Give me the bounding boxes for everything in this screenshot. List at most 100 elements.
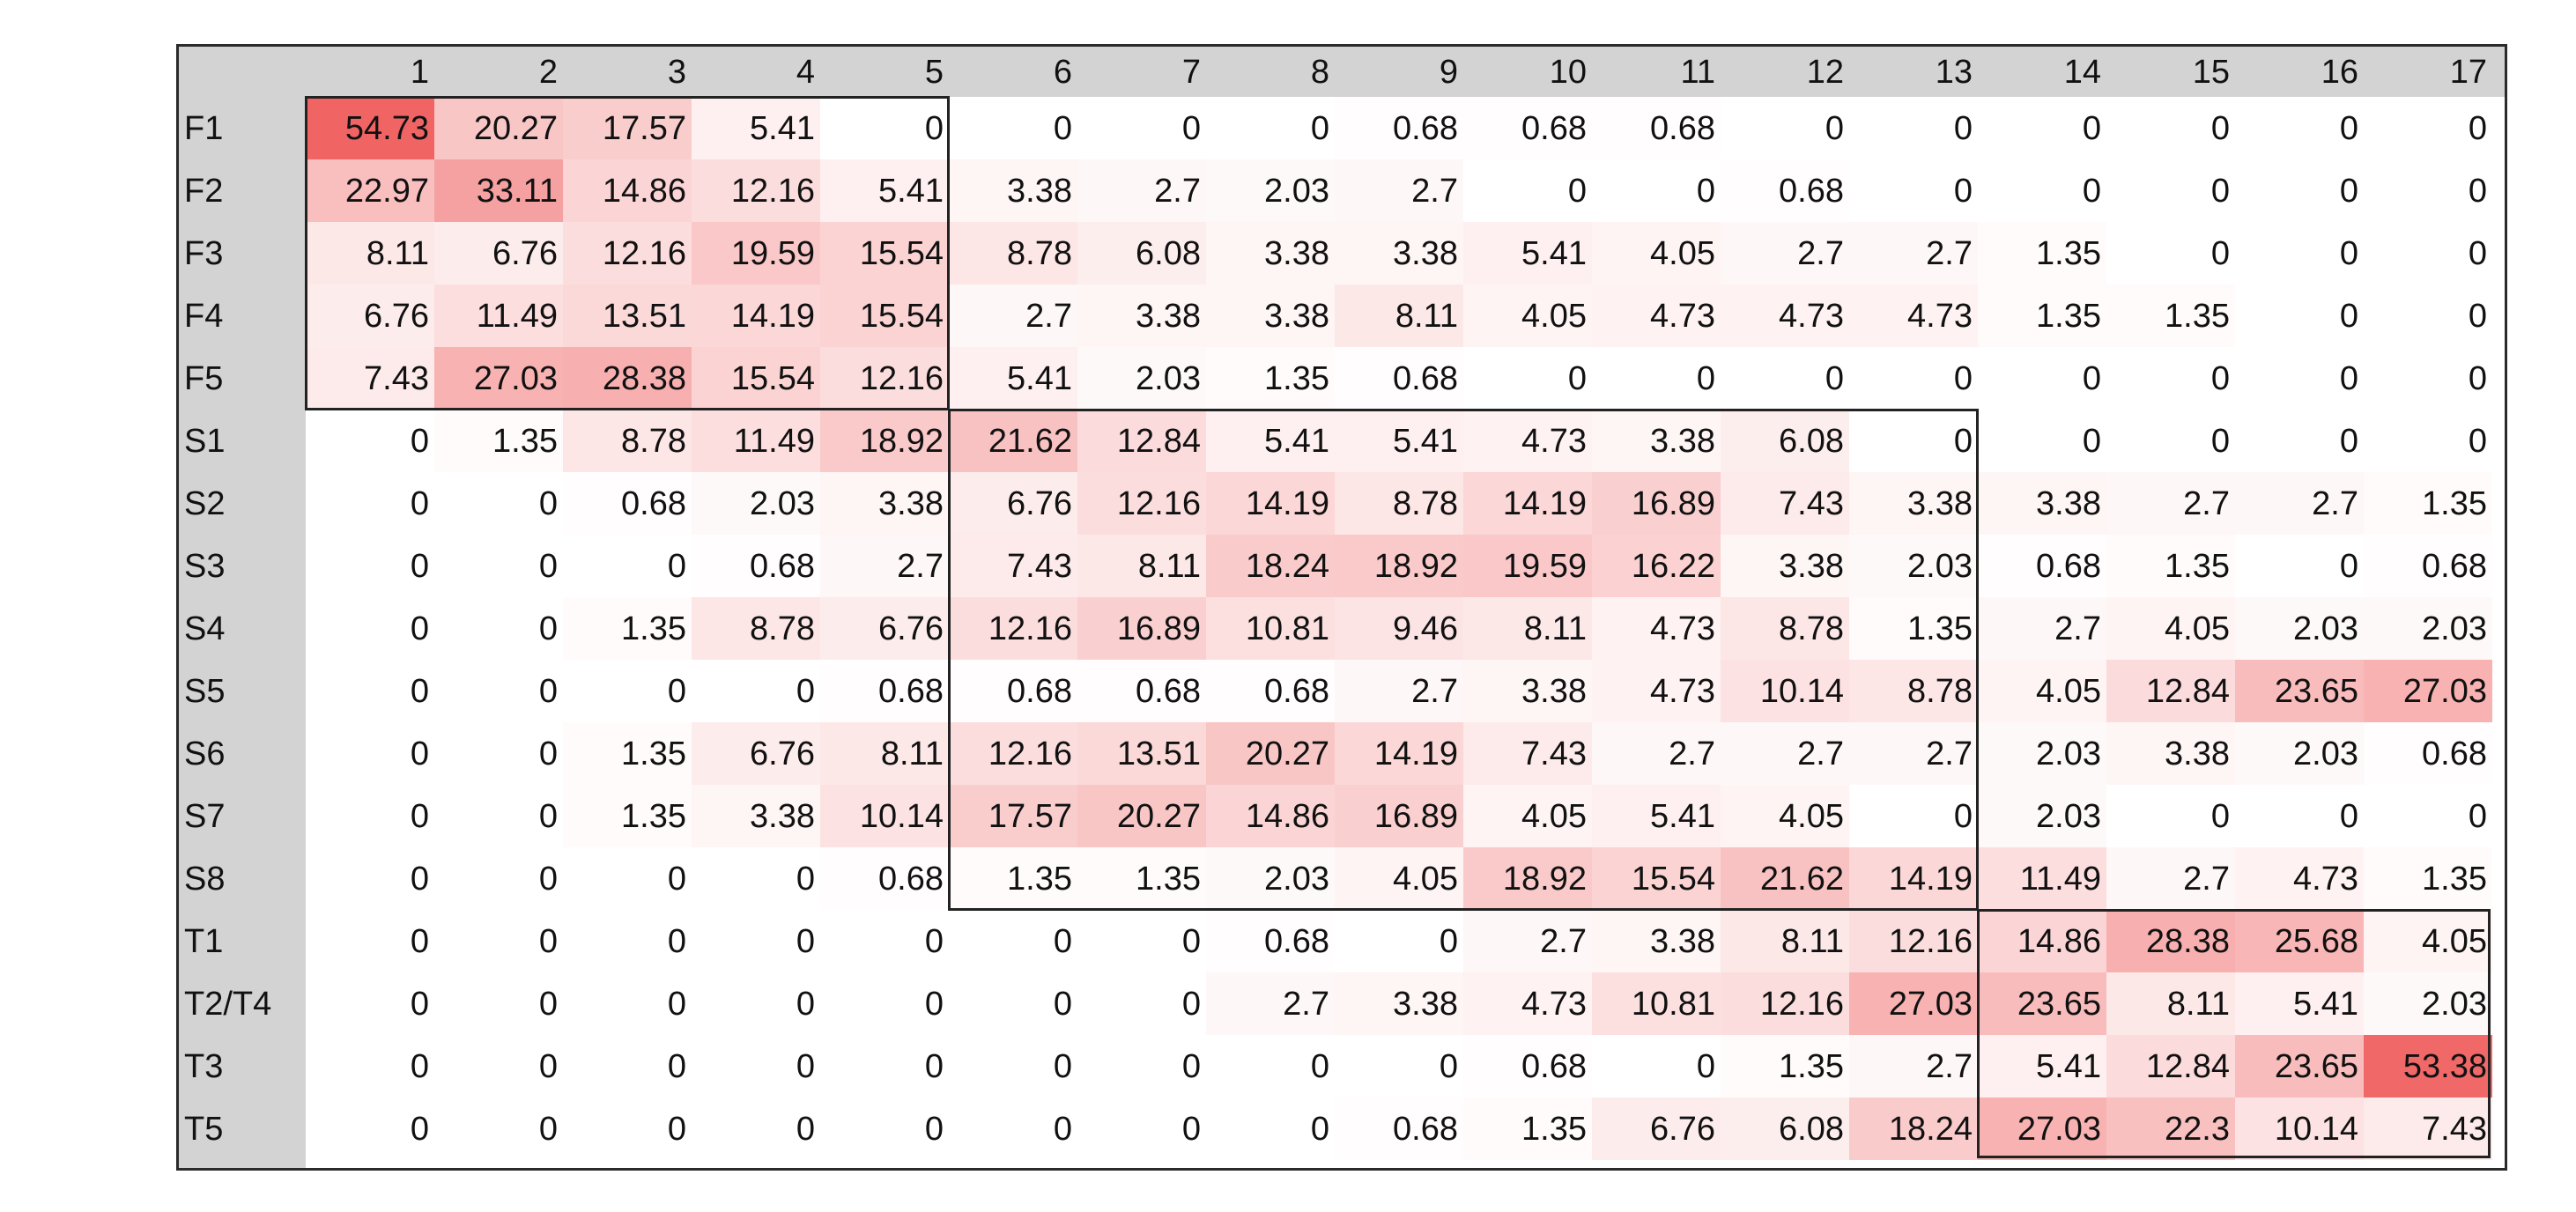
row-label-s8: S8 xyxy=(184,860,226,898)
cell-s2-7: 12.16 xyxy=(1077,472,1206,535)
cell-s4-8: 10.81 xyxy=(1206,597,1335,660)
cell-f1-4: 5.41 xyxy=(692,97,820,159)
cell-f4-2: 11.49 xyxy=(434,285,563,347)
cell-s5-4: 0 xyxy=(692,660,820,722)
column-label-12: 12 xyxy=(1806,53,1844,91)
row-label-s7: S7 xyxy=(184,797,226,835)
cell-s8-6: 1.35 xyxy=(949,847,1077,910)
cell-t5-6: 0 xyxy=(949,1097,1077,1160)
cell-s8-17: 1.35 xyxy=(2364,847,2492,910)
cell-f1-2: 20.27 xyxy=(434,97,563,159)
column-label-8: 8 xyxy=(1310,53,1329,91)
cell-t2-t4-11: 10.81 xyxy=(1592,972,1721,1035)
cell-f4-1: 6.76 xyxy=(306,285,434,347)
cell-f5-4: 15.54 xyxy=(692,347,820,410)
cell-f2-11: 0 xyxy=(1592,159,1721,222)
cell-t2-t4-15: 8.11 xyxy=(2106,972,2235,1035)
cell-f1-5: 0 xyxy=(820,97,949,159)
cell-s6-14: 2.03 xyxy=(1978,722,2106,785)
cell-s8-16: 4.73 xyxy=(2235,847,2364,910)
column-label-5: 5 xyxy=(924,53,944,91)
cell-s7-3: 1.35 xyxy=(563,785,692,847)
row-label-f3: F3 xyxy=(184,234,224,272)
cell-f2-12: 0.68 xyxy=(1721,159,1849,222)
cell-t3-1: 0 xyxy=(306,1035,434,1097)
cell-s8-10: 18.92 xyxy=(1463,847,1592,910)
cell-t1-9: 0 xyxy=(1335,910,1463,972)
cell-s1-1: 0 xyxy=(306,410,434,472)
cell-s6-12: 2.7 xyxy=(1721,722,1849,785)
cell-f5-6: 5.41 xyxy=(949,347,1077,410)
cell-t5-13: 18.24 xyxy=(1849,1097,1978,1160)
cell-s3-8: 18.24 xyxy=(1206,535,1335,597)
cell-t2-t4-14: 23.65 xyxy=(1978,972,2106,1035)
cell-t2-t4-7: 0 xyxy=(1077,972,1206,1035)
row-label-s1: S1 xyxy=(184,422,226,460)
cell-f3-9: 3.38 xyxy=(1335,222,1463,285)
cell-f3-1: 8.11 xyxy=(306,222,434,285)
heatmap-table: 1 2 3 4 5 6 7 8 9 10 11 12 13 14 15 16 17 F1 F2 F3 F4 F5 S1 S2 S… xyxy=(176,44,2507,1171)
cell-s1-9: 5.41 xyxy=(1335,410,1463,472)
cell-f3-6: 8.78 xyxy=(949,222,1077,285)
cell-f1-11: 0.68 xyxy=(1592,97,1721,159)
cell-t2-t4-5: 0 xyxy=(820,972,949,1035)
cell-s8-15: 2.7 xyxy=(2106,847,2235,910)
cell-s3-6: 7.43 xyxy=(949,535,1077,597)
cell-s5-10: 3.38 xyxy=(1463,660,1592,722)
column-label-10: 10 xyxy=(1549,53,1587,91)
cell-s2-5: 3.38 xyxy=(820,472,949,535)
cell-s3-15: 1.35 xyxy=(2106,535,2235,597)
cell-s6-2: 0 xyxy=(434,722,563,785)
column-label-17: 17 xyxy=(2449,53,2487,91)
cell-t3-7: 0 xyxy=(1077,1035,1206,1097)
cell-s5-17: 27.03 xyxy=(2364,660,2492,722)
cell-s7-7: 20.27 xyxy=(1077,785,1206,847)
cell-f4-15: 1.35 xyxy=(2106,285,2235,347)
cell-f5-5: 12.16 xyxy=(820,347,949,410)
cell-f3-16: 0 xyxy=(2235,222,2364,285)
cell-f4-9: 8.11 xyxy=(1335,285,1463,347)
cell-s7-5: 10.14 xyxy=(820,785,949,847)
cell-t1-7: 0 xyxy=(1077,910,1206,972)
cell-s7-15: 0 xyxy=(2106,785,2235,847)
cell-f2-4: 12.16 xyxy=(692,159,820,222)
cell-s6-10: 7.43 xyxy=(1463,722,1592,785)
cell-f1-15: 0 xyxy=(2106,97,2235,159)
cell-t5-2: 0 xyxy=(434,1097,563,1160)
cell-s2-1: 0 xyxy=(306,472,434,535)
cell-f1-13: 0 xyxy=(1849,97,1978,159)
cell-s6-11: 2.7 xyxy=(1592,722,1721,785)
cell-t3-3: 0 xyxy=(563,1035,692,1097)
cell-f2-2: 33.11 xyxy=(434,159,563,222)
cell-t1-12: 8.11 xyxy=(1721,910,1849,972)
cell-s7-13: 0 xyxy=(1849,785,1978,847)
cell-s5-2: 0 xyxy=(434,660,563,722)
row-label-t1: T1 xyxy=(184,922,224,960)
cell-s3-17: 0.68 xyxy=(2364,535,2492,597)
cell-f4-17: 0 xyxy=(2364,285,2492,347)
cell-f2-1: 22.97 xyxy=(306,159,434,222)
cell-f2-14: 0 xyxy=(1978,159,2106,222)
cell-s4-10: 8.11 xyxy=(1463,597,1592,660)
cell-f3-17: 0 xyxy=(2364,222,2492,285)
cell-s4-3: 1.35 xyxy=(563,597,692,660)
column-label-9: 9 xyxy=(1439,53,1458,91)
cell-f4-11: 4.73 xyxy=(1592,285,1721,347)
cell-s7-2: 0 xyxy=(434,785,563,847)
cell-t5-9: 0.68 xyxy=(1335,1097,1463,1160)
cell-s8-9: 4.05 xyxy=(1335,847,1463,910)
cell-f4-5: 15.54 xyxy=(820,285,949,347)
cell-t3-11: 0 xyxy=(1592,1035,1721,1097)
cell-f2-6: 3.38 xyxy=(949,159,1077,222)
cell-f4-8: 3.38 xyxy=(1206,285,1335,347)
column-label-4: 4 xyxy=(796,53,815,91)
cell-t2-t4-1: 0 xyxy=(306,972,434,1035)
cell-f5-2: 27.03 xyxy=(434,347,563,410)
cell-t2-t4-17: 2.03 xyxy=(2364,972,2492,1035)
cell-s3-4: 0.68 xyxy=(692,535,820,597)
cell-t1-13: 12.16 xyxy=(1849,910,1978,972)
cell-t3-17: 53.38 xyxy=(2364,1035,2492,1097)
cell-t1-6: 0 xyxy=(949,910,1077,972)
cell-f3-2: 6.76 xyxy=(434,222,563,285)
cell-t1-8: 0.68 xyxy=(1206,910,1335,972)
